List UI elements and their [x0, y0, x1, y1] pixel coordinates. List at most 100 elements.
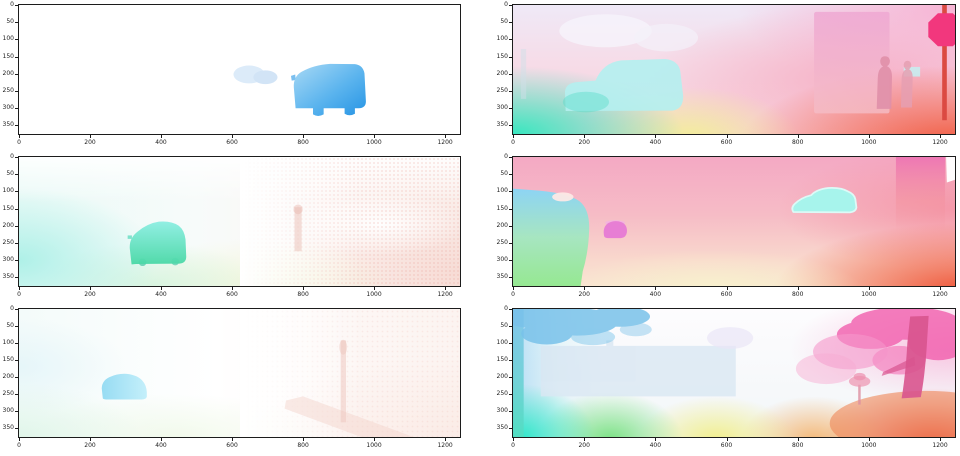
- y-tick-label: 200: [496, 373, 508, 381]
- faint-pole-shape: [340, 340, 347, 423]
- x-tick-label: 400: [649, 139, 662, 146]
- tree-trunk-shape: [901, 315, 929, 399]
- y-tick-label: 50: [500, 170, 508, 178]
- y-tick-mark: [15, 22, 18, 24]
- y-tick-label: 100: [2, 339, 14, 347]
- x-tick-mark: [797, 135, 799, 138]
- x-tick-mark: [90, 438, 91, 441]
- pale-wall-shape: [540, 340, 736, 397]
- y-tick-label: 300: [2, 256, 14, 264]
- y-tick-mark: [509, 377, 512, 379]
- y-tick-label: 50: [500, 18, 508, 26]
- y-tick-label: 200: [2, 221, 14, 229]
- x-tick-mark: [726, 287, 728, 290]
- y-tick-mark: [15, 428, 18, 430]
- x-tick-mark: [655, 287, 657, 290]
- teal-patch-shape: [562, 91, 610, 113]
- y-tick-mark: [509, 343, 512, 345]
- x-tick-mark: [868, 287, 870, 290]
- y-tick-label: 0: [10, 1, 14, 8]
- x-tick-mark: [445, 438, 447, 441]
- x-tick-mark: [726, 135, 728, 138]
- y-tick-label: 300: [2, 407, 14, 415]
- flow-shapes: [127, 204, 303, 267]
- x-tick-label: 1200: [932, 139, 948, 146]
- left-blue-band-shape: [513, 309, 524, 437]
- y-tick-label: 200: [496, 221, 508, 229]
- faint-pole-shape: [294, 207, 302, 252]
- x-tick-label: 800: [791, 442, 804, 449]
- plot-canvas: [513, 157, 955, 286]
- x-tick-label: 0: [17, 291, 21, 298]
- x-tick-label: 400: [649, 442, 662, 449]
- y-tick-label: 300: [2, 104, 14, 112]
- x-tick-label: 400: [649, 291, 662, 298]
- x-tick-mark: [161, 438, 163, 441]
- sign-pole-shape: [942, 5, 947, 121]
- x-tick-mark: [232, 287, 234, 290]
- y-tick-mark: [509, 108, 512, 110]
- y-tick-mark: [509, 326, 512, 328]
- stop-sign-shape: [928, 13, 955, 47]
- x-tick-mark: [797, 287, 799, 290]
- y-tick-label: 100: [496, 187, 508, 195]
- x-tick-mark: [303, 135, 305, 138]
- x-tick-mark: [940, 287, 942, 290]
- x-tick-mark: [584, 438, 586, 441]
- y-tick-mark: [509, 73, 512, 75]
- y-tick-label: 50: [6, 18, 14, 26]
- plot-canvas: [513, 5, 955, 134]
- y-tick-label: 100: [496, 339, 508, 347]
- y-tick-mark: [509, 208, 512, 210]
- pink-building-shape: [814, 11, 890, 114]
- x-tick-mark: [940, 438, 942, 441]
- y-tick-mark: [15, 343, 18, 345]
- flow-shapes: [520, 5, 955, 121]
- x-tick-label: 1200: [437, 139, 453, 146]
- diagonal-streak-shape: [284, 396, 414, 437]
- x-tick-mark: [374, 287, 376, 290]
- y-tick-label: 250: [496, 239, 508, 246]
- x-tick-mark: [445, 287, 447, 290]
- x-tick-label: 400: [155, 291, 167, 298]
- y-tick-label: 350: [2, 273, 14, 281]
- x-tick-label: 1200: [437, 442, 453, 449]
- plot-sparse-flow-faint: 0 200 400 600 800 1000 1200 0 50 100 150 200 250 300 3…: [3, 305, 461, 449]
- y-tick-label: 150: [2, 356, 14, 364]
- y-tick-mark: [15, 277, 18, 279]
- white-corner-shape: [946, 157, 955, 183]
- faint-vehicle-shape: [633, 23, 699, 52]
- x-tick-mark: [584, 287, 586, 290]
- x-tick-mark: [19, 135, 20, 138]
- x-tick-mark: [374, 135, 376, 138]
- x-tick-label: 0: [511, 291, 515, 298]
- plot-canvas: [19, 309, 460, 437]
- x-tick-mark: [513, 438, 514, 441]
- x-tick-mark: [161, 287, 163, 290]
- x-tick-mark: [90, 287, 91, 290]
- pole-top-blob: [339, 339, 348, 355]
- y-tick-label: 0: [504, 153, 508, 160]
- y-tick-label: 0: [10, 305, 14, 312]
- y-tick-label: 200: [2, 69, 14, 77]
- x-tick-mark: [868, 438, 870, 441]
- pink-speckle-texture: [239, 157, 460, 286]
- faint-vehicle-shape: [559, 14, 652, 48]
- pole-top-blob: [293, 204, 303, 215]
- y-tick-label: 50: [6, 170, 14, 178]
- y-tick-mark: [509, 5, 512, 6]
- x-tick-label: 200: [84, 291, 96, 298]
- y-tick-label: 150: [2, 204, 14, 212]
- ghost-car-shape: [253, 70, 278, 85]
- x-tick-label: 1000: [366, 442, 382, 449]
- blue-foliage-shape: [513, 309, 652, 346]
- y-tick-mark: [509, 91, 512, 92]
- pink-building-band-shape: [895, 157, 946, 231]
- y-tick-label: 100: [2, 35, 14, 43]
- flow-shapes: [513, 309, 955, 437]
- y-tick-mark: [15, 191, 18, 193]
- x-tick-label: 600: [226, 291, 238, 298]
- y-tick-label: 150: [496, 204, 508, 212]
- y-tick-label: 200: [2, 373, 14, 381]
- magenta-foliage-shape: [795, 309, 955, 385]
